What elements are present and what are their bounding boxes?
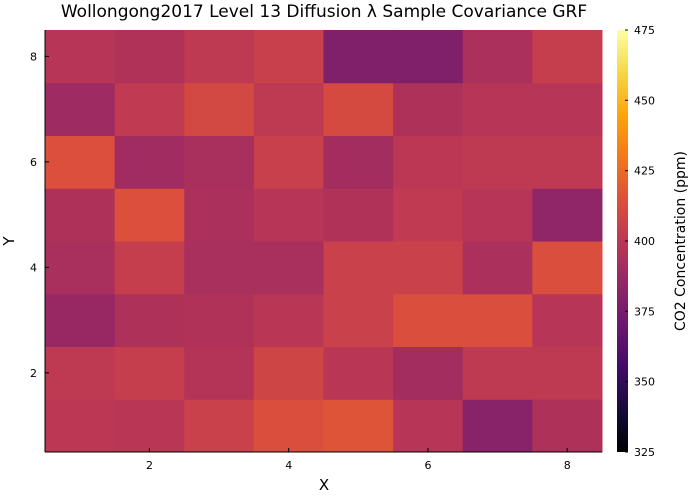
heatmap-cell xyxy=(253,188,324,242)
heatmap-cell xyxy=(114,135,185,189)
y-tick-label: 6 xyxy=(30,156,37,169)
colorbar-tick-label: 350 xyxy=(634,376,655,389)
heatmap-cell xyxy=(532,293,603,347)
heatmap-cell xyxy=(532,82,603,136)
heatmap-cell xyxy=(114,399,185,453)
x-axis-label: X xyxy=(319,476,329,494)
chart-title: Wollongong2017 Level 13 Diffusion λ Samp… xyxy=(61,2,587,22)
heatmap-cell xyxy=(114,293,185,347)
colorbar: 325 350 375 400 425 450 475 xyxy=(617,24,655,459)
heatmap-cell xyxy=(393,399,464,453)
heatmap-cell xyxy=(45,82,116,136)
heatmap-cell xyxy=(253,399,324,453)
heatmap-cell xyxy=(532,399,603,453)
heatmap-cell xyxy=(45,30,116,84)
heatmap-cell xyxy=(462,346,533,400)
heatmap-cell xyxy=(532,188,603,242)
plot-frame xyxy=(44,30,602,453)
heatmap-cell xyxy=(393,241,464,295)
heatmap-cell xyxy=(393,30,464,84)
heatmap-cell xyxy=(184,82,255,136)
colorbar-gradient xyxy=(617,30,628,452)
heatmap-cell xyxy=(393,293,464,347)
heatmap-cell xyxy=(462,293,533,347)
heatmap-cell xyxy=(184,241,255,295)
heatmap-cell xyxy=(184,399,255,453)
heatmap-cell xyxy=(323,241,394,295)
colorbar-tick-label: 475 xyxy=(634,24,655,37)
x-tick-label: 6 xyxy=(424,459,431,472)
heatmap-cell xyxy=(323,135,394,189)
x-tick-label: 8 xyxy=(564,459,571,472)
heatmap-cell xyxy=(45,346,116,400)
heatmap-cell xyxy=(532,135,603,189)
y-axis-ticks: 2 4 6 8 xyxy=(30,50,49,380)
x-axis-ticks: 2 4 6 8 xyxy=(146,448,571,472)
heatmap-cell xyxy=(323,188,394,242)
heatmap-cell xyxy=(45,399,116,453)
heatmap-cell xyxy=(45,241,116,295)
heatmap-cell xyxy=(253,346,324,400)
colorbar-tick-label: 325 xyxy=(634,446,655,459)
heatmap-cell xyxy=(45,188,116,242)
colorbar-tick-label: 450 xyxy=(634,94,655,107)
y-axis-label: Y xyxy=(0,236,18,247)
heatmap-cell xyxy=(323,293,394,347)
heatmap-cell xyxy=(532,241,603,295)
heatmap-cell xyxy=(114,82,185,136)
heatmap-cell xyxy=(323,30,394,84)
x-tick-label: 2 xyxy=(146,459,153,472)
heatmap-cell xyxy=(45,293,116,347)
heatmap-cell xyxy=(253,30,324,84)
heatmap-cell xyxy=(184,188,255,242)
heatmap-cell xyxy=(393,346,464,400)
y-tick-label: 2 xyxy=(30,367,37,380)
heatmap-cell xyxy=(114,241,185,295)
heatmap-cell xyxy=(393,135,464,189)
heatmap-cell xyxy=(532,346,603,400)
colorbar-tick-label: 375 xyxy=(634,305,655,318)
heatmap-cell xyxy=(184,135,255,189)
heatmap-cell xyxy=(323,399,394,453)
heatmap-cell xyxy=(184,30,255,84)
colorbar-tick-label: 400 xyxy=(634,235,655,248)
heatmap-cell xyxy=(253,293,324,347)
heatmap-cell xyxy=(462,188,533,242)
x-tick-label: 4 xyxy=(285,459,292,472)
heatmap-cell xyxy=(253,241,324,295)
heatmap-cells xyxy=(45,30,603,453)
y-tick-label: 4 xyxy=(30,261,37,274)
heatmap-cell xyxy=(462,135,533,189)
heatmap-cell xyxy=(393,82,464,136)
y-tick-label: 8 xyxy=(30,50,37,63)
heatmap-cell xyxy=(253,135,324,189)
heatmap-cell xyxy=(462,399,533,453)
heatmap-cell xyxy=(114,188,185,242)
heatmap-cell xyxy=(253,82,324,136)
heatmap-cell xyxy=(462,82,533,136)
heatmap-cell xyxy=(323,82,394,136)
heatmap-cell xyxy=(45,135,116,189)
colorbar-tick-label: 425 xyxy=(634,165,655,178)
heatmap-cell xyxy=(393,188,464,242)
heatmap-cell xyxy=(114,30,185,84)
heatmap-cell xyxy=(532,30,603,84)
heatmap-cell xyxy=(114,346,185,400)
heatmap-cell xyxy=(462,241,533,295)
colorbar-label: CO2 Concentration (ppm) xyxy=(673,151,689,331)
heatmap-cell xyxy=(184,346,255,400)
heatmap-cell xyxy=(462,30,533,84)
heatmap-cell xyxy=(323,346,394,400)
heatmap-cell xyxy=(184,293,255,347)
